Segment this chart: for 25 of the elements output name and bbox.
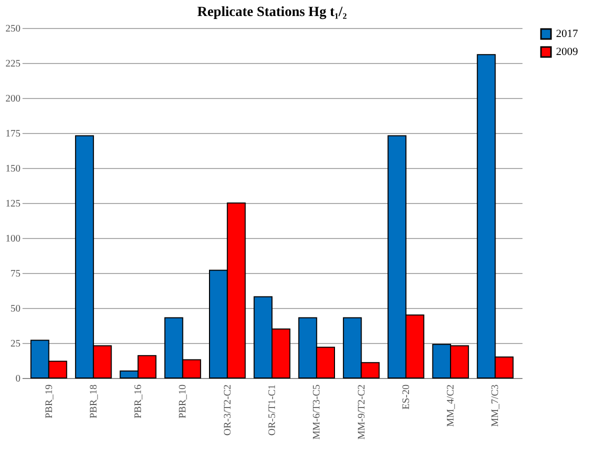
x-tick-label: PBR_19 [44,384,55,418]
x-tick-label: PBR_16 [133,384,144,418]
x-tick-label: PBR_10 [178,384,189,418]
legend-label: 2009 [556,46,578,58]
y-tick-label: 200 [6,94,20,104]
y-tick-label: 50 [10,304,20,314]
x-tick-label: MM_4/C2 [446,384,457,427]
y-tick-label: 250 [6,24,20,34]
x-tick-label: MM_7/C3 [490,384,502,427]
x-tick-label: MM-6/T3-C5 [312,384,323,440]
x-tick-label: OR-3/T2-C2 [222,384,234,436]
legend-label: 2017 [556,28,578,40]
y-tick-label: 100 [6,234,20,244]
x-tick-label: PBR_18 [88,384,100,418]
y-tick-label: 75 [10,268,20,280]
y-tick-label: 175 [6,128,20,140]
x-tick-label: OR-5/T1-C1 [267,384,278,436]
x-tick-label: ES-20 [400,384,412,410]
y-tick-label: 125 [6,198,20,210]
y-tick-label: 150 [6,164,20,174]
chart-title: Replicate Stations Hg t₁/₂ [197,5,347,20]
y-tick-label: 0 [16,374,20,384]
x-tick-label: MM-9/T2-C2 [356,384,368,440]
y-tick-label: 225 [6,58,20,70]
y-tick-label: 25 [10,338,20,350]
